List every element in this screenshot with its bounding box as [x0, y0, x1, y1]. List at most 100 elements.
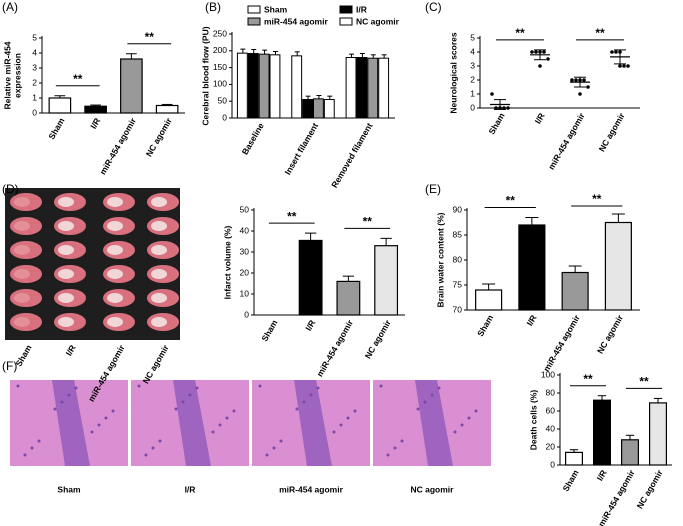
- y-axis-title: Infarct volume (%): [222, 225, 232, 299]
- y-axis-title: Brain water content (%): [435, 212, 445, 307]
- cell: [332, 430, 336, 434]
- point: [494, 106, 498, 110]
- y-tick-label: 4: [470, 46, 475, 56]
- x-tick-label: Insert filament: [282, 121, 320, 176]
- y-tick-label: 1: [32, 92, 37, 102]
- cell: [218, 423, 222, 427]
- cell: [188, 393, 192, 397]
- x-tick-label: NC agomir: [597, 111, 627, 154]
- error-bar: [625, 434, 635, 440]
- y-tick-label: 5: [32, 32, 37, 42]
- cell: [423, 400, 427, 404]
- bar: [475, 289, 503, 311]
- legend-swatch: [247, 17, 261, 26]
- cell: [232, 409, 236, 413]
- image-label: Sham: [57, 484, 81, 494]
- cell: [295, 407, 299, 411]
- image-label: I/R: [185, 484, 196, 494]
- significance-label: **: [592, 192, 602, 206]
- brain-slices: [5, 188, 180, 340]
- y-tick-label: 0: [32, 107, 37, 117]
- point: [506, 106, 510, 110]
- brain-slice-core: [107, 317, 123, 327]
- y-tick-label: 20: [240, 267, 250, 277]
- brain-slice-core: [58, 245, 74, 255]
- y-tick-label: 20: [546, 441, 556, 451]
- histology: [10, 380, 491, 466]
- x-tick-label: NC agomir: [595, 313, 625, 356]
- cell: [53, 407, 57, 411]
- y-axis-title: Cerebral blood flow (PU): [200, 26, 210, 125]
- y-axis-title: Neurological scores: [448, 32, 458, 114]
- x-tick-label: I/R: [88, 116, 102, 130]
- point: [490, 92, 494, 96]
- y-tick-label: 2: [32, 77, 37, 87]
- x-tick-label: Sham: [560, 468, 580, 493]
- significance-label: **: [506, 194, 516, 208]
- error-bar: [90, 104, 101, 107]
- y-tick-label: 0: [470, 102, 475, 112]
- error-bar: [597, 395, 607, 401]
- y-tick-label: 60: [546, 405, 556, 415]
- significance-label: **: [639, 375, 649, 389]
- point: [570, 78, 574, 82]
- cell: [23, 453, 27, 457]
- error-bar: [614, 49, 626, 65]
- y-tick-label: 50: [218, 95, 228, 105]
- brain-slice-core: [107, 269, 123, 279]
- cell: [437, 386, 441, 390]
- y-tick-label: 0: [550, 459, 555, 469]
- x-tick-label: Removed filament: [329, 121, 374, 190]
- cell: [144, 453, 148, 457]
- cell: [393, 446, 397, 450]
- brain-slice-core: [107, 293, 123, 303]
- brain-slice-core: [107, 245, 123, 255]
- brain-slice-core: [58, 221, 74, 231]
- significance-label: **: [287, 209, 297, 223]
- brain-slice-core: [151, 317, 167, 327]
- cell: [104, 416, 108, 420]
- point: [542, 50, 546, 54]
- image-label: NC agomir: [411, 484, 455, 494]
- legend-swatch: [339, 17, 353, 26]
- cell: [225, 416, 229, 420]
- error-bar: [305, 95, 311, 100]
- panel-label: (F): [2, 359, 17, 373]
- x-tick-label: NC agomir: [363, 318, 393, 361]
- panel-label: (B): [205, 0, 221, 14]
- error-bar: [574, 76, 586, 88]
- point: [626, 64, 630, 68]
- bar: [48, 97, 72, 114]
- y-tick-label: 75: [453, 279, 463, 289]
- x-tick-label: miR-454 agomir: [541, 313, 582, 374]
- cell: [400, 439, 404, 443]
- bar: [356, 57, 368, 119]
- brain-slice-core: [14, 221, 30, 231]
- error-bar: [272, 50, 278, 55]
- cell: [90, 430, 94, 434]
- cell: [151, 446, 155, 450]
- cell: [279, 439, 283, 443]
- brain-slice-core: [14, 269, 30, 279]
- error-bar: [342, 275, 355, 282]
- point: [530, 50, 534, 54]
- x-tick-label: I/R: [595, 468, 609, 482]
- bar: [564, 451, 583, 466]
- error-bar: [251, 48, 257, 54]
- y-tick-label: 0: [244, 309, 249, 319]
- y-tick-label: 40: [240, 225, 250, 235]
- x-tick-label: NC agomir: [635, 468, 665, 511]
- cell: [211, 430, 215, 434]
- bar: [518, 224, 546, 311]
- bar: [313, 98, 324, 119]
- point: [538, 64, 542, 68]
- cell: [74, 386, 78, 390]
- panel-label: (C): [425, 0, 442, 14]
- error-bar: [304, 232, 317, 241]
- y-tick-label: 200: [213, 45, 227, 55]
- legend-label: Sham: [264, 4, 288, 14]
- error-bar: [525, 217, 539, 225]
- y-tick-label: 3: [470, 60, 475, 70]
- bar: [336, 280, 361, 316]
